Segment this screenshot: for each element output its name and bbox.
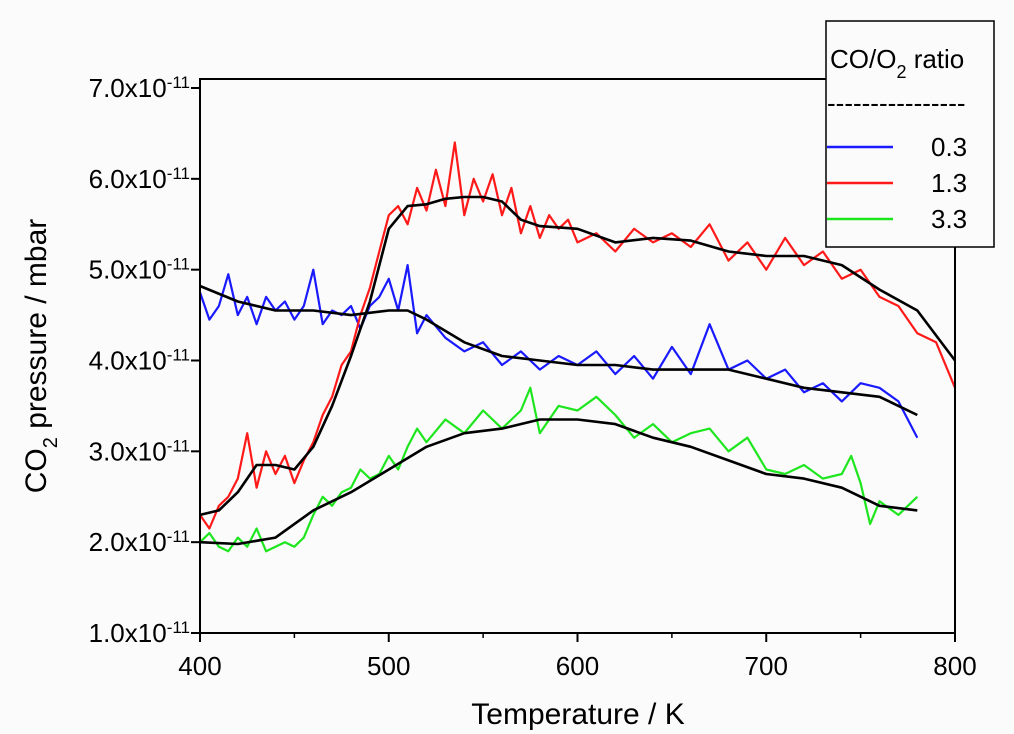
legend-entries: 0.3 1.3 3.3 [827, 132, 967, 234]
y-tick-label: 3.0x10-11 [89, 436, 190, 467]
legend-label-0.3: 0.3 [931, 132, 967, 162]
y-tick-label: 4.0x10-11 [89, 345, 190, 376]
x-axis-title: Temperature / K [471, 698, 684, 731]
series-line-1.3 [199, 141, 957, 530]
x-tick-label: 500 [367, 651, 410, 681]
legend-label-1.3: 1.3 [931, 168, 967, 198]
y-tick-label: 1.0x10-11 [89, 618, 190, 649]
legend-title: CO/O2 ratio [830, 44, 964, 82]
series-line-0.3 [198, 264, 919, 439]
y-tick-label: 7.0x10-11 [89, 73, 190, 104]
legend-separator: ---------------- [827, 88, 966, 118]
x-tick-label: 700 [745, 651, 788, 681]
fit-line-2 [199, 195, 957, 517]
series-line-3.3 [199, 386, 919, 553]
plot-lines [198, 141, 957, 553]
x-tick-label: 600 [556, 651, 599, 681]
x-tick-label: 400 [178, 651, 221, 681]
legend: CO/O2 ratio ---------------- 0.3 1.3 3.3 [825, 20, 995, 248]
y-axis-title: CO2 pressure / mbar [20, 219, 62, 494]
fit-line-1 [199, 284, 918, 417]
fit-line-3 [199, 418, 918, 546]
y-tick-label: 2.0x10-11 [89, 527, 190, 558]
x-tick-label: 800 [933, 651, 976, 681]
axis-ticks: 400 500 600 700 800 1.0x10-11 2.0x10-11 3.0x10-… [89, 73, 977, 682]
y-tick-label: 5.0x10-11 [89, 254, 190, 285]
y-tick-label: 6.0x10-11 [89, 163, 190, 194]
legend-label-3.3: 3.3 [931, 204, 967, 234]
legend-box [825, 20, 995, 248]
